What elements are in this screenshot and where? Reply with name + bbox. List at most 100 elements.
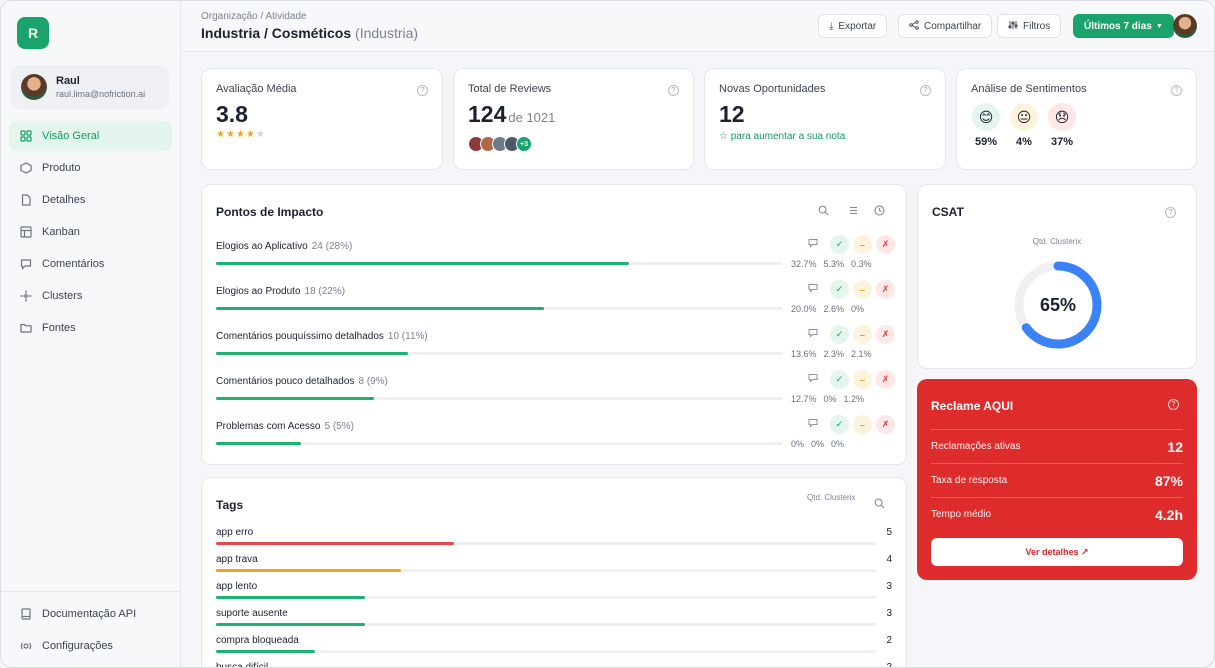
reviewer-avatars[interactable]: +3 bbox=[468, 136, 532, 152]
impact-percentages: 32.7% 5.3% 0.3% bbox=[791, 259, 879, 269]
share-button[interactable]: Compartilhar bbox=[898, 14, 993, 38]
section-title: Tags bbox=[216, 498, 244, 512]
list-icon[interactable] bbox=[848, 205, 859, 219]
help-icon[interactable]: ? bbox=[1165, 207, 1176, 218]
minus-icon[interactable]: – bbox=[853, 280, 872, 299]
section-title: CSAT bbox=[932, 205, 964, 219]
impact-neg-pct: 2.1% bbox=[851, 349, 872, 359]
minus-icon[interactable]: – bbox=[853, 235, 872, 254]
impact-name: Comentários pouco detalhados bbox=[216, 376, 355, 387]
sidebar-item-produto[interactable]: Produto bbox=[9, 153, 172, 183]
comment-icon[interactable] bbox=[804, 328, 822, 341]
opportunities-card: Novas Oportunidades ? 12 ☆ para aumentar… bbox=[704, 68, 946, 170]
minus-icon[interactable]: – bbox=[853, 325, 872, 344]
check-icon[interactable]: ✓ bbox=[830, 280, 849, 299]
user-avatar bbox=[21, 74, 47, 100]
help-icon[interactable]: ? bbox=[668, 85, 679, 96]
impact-row[interactable]: Comentários pouco detalhados 8 (9%) ✓ – ✗ 12.… bbox=[216, 370, 895, 416]
reviews-total: 124 bbox=[468, 101, 507, 127]
impact-label: Problemas com Acesso 5 (5%) bbox=[216, 421, 354, 432]
tag-row[interactable]: app erro 5 bbox=[216, 527, 892, 554]
impact-name: Elogios ao Produto bbox=[216, 286, 301, 297]
sidebar-item-clusters[interactable]: Clusters bbox=[9, 281, 172, 311]
tag-label: compra bloqueada bbox=[216, 635, 299, 646]
check-icon[interactable]: ✓ bbox=[830, 415, 849, 434]
comment-icon[interactable] bbox=[804, 418, 822, 431]
csat-value: 65% bbox=[1039, 294, 1077, 315]
tag-row[interactable]: app trava 4 bbox=[216, 554, 892, 581]
impact-neg-pct: 0.3% bbox=[851, 259, 872, 269]
check-icon[interactable]: ✓ bbox=[830, 370, 849, 389]
sidebar-nav: Visão Geral Produto Detalhes Kanban bbox=[9, 121, 172, 345]
impact-row[interactable]: Elogios ao Produto 18 (22%) ✓ – ✗ 20.0% 2.6% 0% bbox=[216, 280, 895, 326]
help-icon[interactable]: ? bbox=[1171, 85, 1182, 96]
tag-row[interactable]: app lento 3 bbox=[216, 581, 892, 608]
impact-row[interactable]: Comentários pouquíssimo detalhados 10 (11… bbox=[216, 325, 895, 371]
csat-sub: Qtd. Clusterix bbox=[1032, 237, 1082, 246]
close-icon[interactable]: ✗ bbox=[876, 325, 895, 344]
filters-button[interactable]: Filtros bbox=[997, 14, 1062, 38]
sidebar-item-documentacao-api[interactable]: Documentação API bbox=[9, 599, 172, 629]
comment-icon[interactable] bbox=[804, 238, 822, 251]
impact-count: 18 (22%) bbox=[304, 286, 346, 297]
period-dropdown[interactable]: Últimos 7 dias ▼ bbox=[1073, 14, 1174, 38]
close-icon[interactable]: ✗ bbox=[876, 280, 895, 299]
opportunities-hint: para aumentar a sua nota bbox=[730, 131, 846, 142]
star-icon: ★ bbox=[216, 129, 226, 140]
sidebar-item-comentarios[interactable]: Comentários bbox=[9, 249, 172, 279]
comment-icon[interactable] bbox=[804, 373, 822, 386]
close-icon[interactable]: ✗ bbox=[876, 415, 895, 434]
export-button[interactable]: ⤓ Exportar bbox=[818, 14, 888, 38]
tag-value: 2 bbox=[886, 635, 892, 646]
sidebar-divider bbox=[1, 591, 181, 592]
check-icon[interactable]: ✓ bbox=[830, 325, 849, 344]
opportunities-link[interactable]: ☆ para aumentar a sua nota bbox=[719, 131, 845, 142]
star-icon: ★ bbox=[225, 129, 236, 140]
book-icon bbox=[19, 607, 33, 621]
impact-neu-pct: 0% bbox=[811, 439, 825, 449]
breadcrumb[interactable]: Organização / Atividade bbox=[201, 11, 307, 22]
sidebar-item-kanban[interactable]: Kanban bbox=[9, 217, 172, 247]
help-icon[interactable]: ? bbox=[1168, 399, 1179, 410]
tag-label: app trava bbox=[216, 554, 258, 565]
user-email: raul.lima@nofriction.ai bbox=[56, 89, 146, 99]
app-logo[interactable]: R bbox=[17, 17, 49, 49]
header-avatar[interactable] bbox=[1173, 14, 1197, 38]
sidebar-item-detalhes[interactable]: Detalhes bbox=[9, 185, 172, 215]
sidebar-item-configuracoes[interactable]: Configurações bbox=[9, 631, 172, 661]
comment-icon[interactable] bbox=[804, 283, 822, 296]
search-icon[interactable] bbox=[874, 498, 885, 512]
sidebar-item-label: Fontes bbox=[42, 322, 76, 334]
impact-label: Comentários pouquíssimo detalhados 10 (11… bbox=[216, 331, 428, 342]
help-icon[interactable]: ? bbox=[417, 85, 428, 96]
minus-icon[interactable]: – bbox=[853, 370, 872, 389]
impact-percentages: 0% 0% 0% bbox=[791, 439, 851, 449]
export-label: Exportar bbox=[838, 20, 877, 32]
tag-row[interactable]: busca difícil 2 bbox=[216, 662, 892, 668]
impact-neu-pct: 0% bbox=[823, 394, 837, 404]
impact-name: Elogios ao Aplicativo bbox=[216, 241, 308, 252]
tag-label: busca difícil bbox=[216, 662, 269, 668]
clock-icon[interactable] bbox=[874, 205, 885, 219]
view-details-button[interactable]: Ver detalhes ↗ bbox=[931, 538, 1183, 566]
tag-row[interactable]: suporte ausente 3 bbox=[216, 608, 892, 635]
impact-row[interactable]: Elogios ao Aplicativo 24 (28%) ✓ – ✗ 32.7% 5.3… bbox=[216, 235, 895, 281]
sidebar-item-label: Visão Geral bbox=[42, 130, 100, 142]
close-icon[interactable]: ✗ bbox=[876, 370, 895, 389]
help-icon[interactable]: ? bbox=[920, 85, 931, 96]
user-card[interactable]: Raul raul.lima@nofriction.ai bbox=[11, 65, 169, 109]
sidebar-item-visao-geral[interactable]: Visão Geral bbox=[9, 121, 172, 151]
rating-value: 3.8 bbox=[216, 101, 248, 127]
section-title: Pontos de Impacto bbox=[216, 205, 324, 219]
minus-icon[interactable]: – bbox=[853, 415, 872, 434]
check-icon[interactable]: ✓ bbox=[830, 235, 849, 254]
star-empty-icon: ★ bbox=[255, 129, 266, 140]
tag-row[interactable]: compra bloqueada 2 bbox=[216, 635, 892, 662]
impact-row[interactable]: Problemas com Acesso 5 (5%) ✓ – ✗ 0% 0% 0% bbox=[216, 415, 895, 461]
impact-percentages: 20.0% 2.6% 0% bbox=[791, 304, 871, 314]
close-icon[interactable]: ✗ bbox=[876, 235, 895, 254]
search-icon[interactable] bbox=[818, 205, 829, 219]
clusters-icon bbox=[19, 289, 33, 303]
impact-count: 10 (11%) bbox=[387, 331, 428, 342]
sidebar-item-fontes[interactable]: Fontes bbox=[9, 313, 172, 343]
